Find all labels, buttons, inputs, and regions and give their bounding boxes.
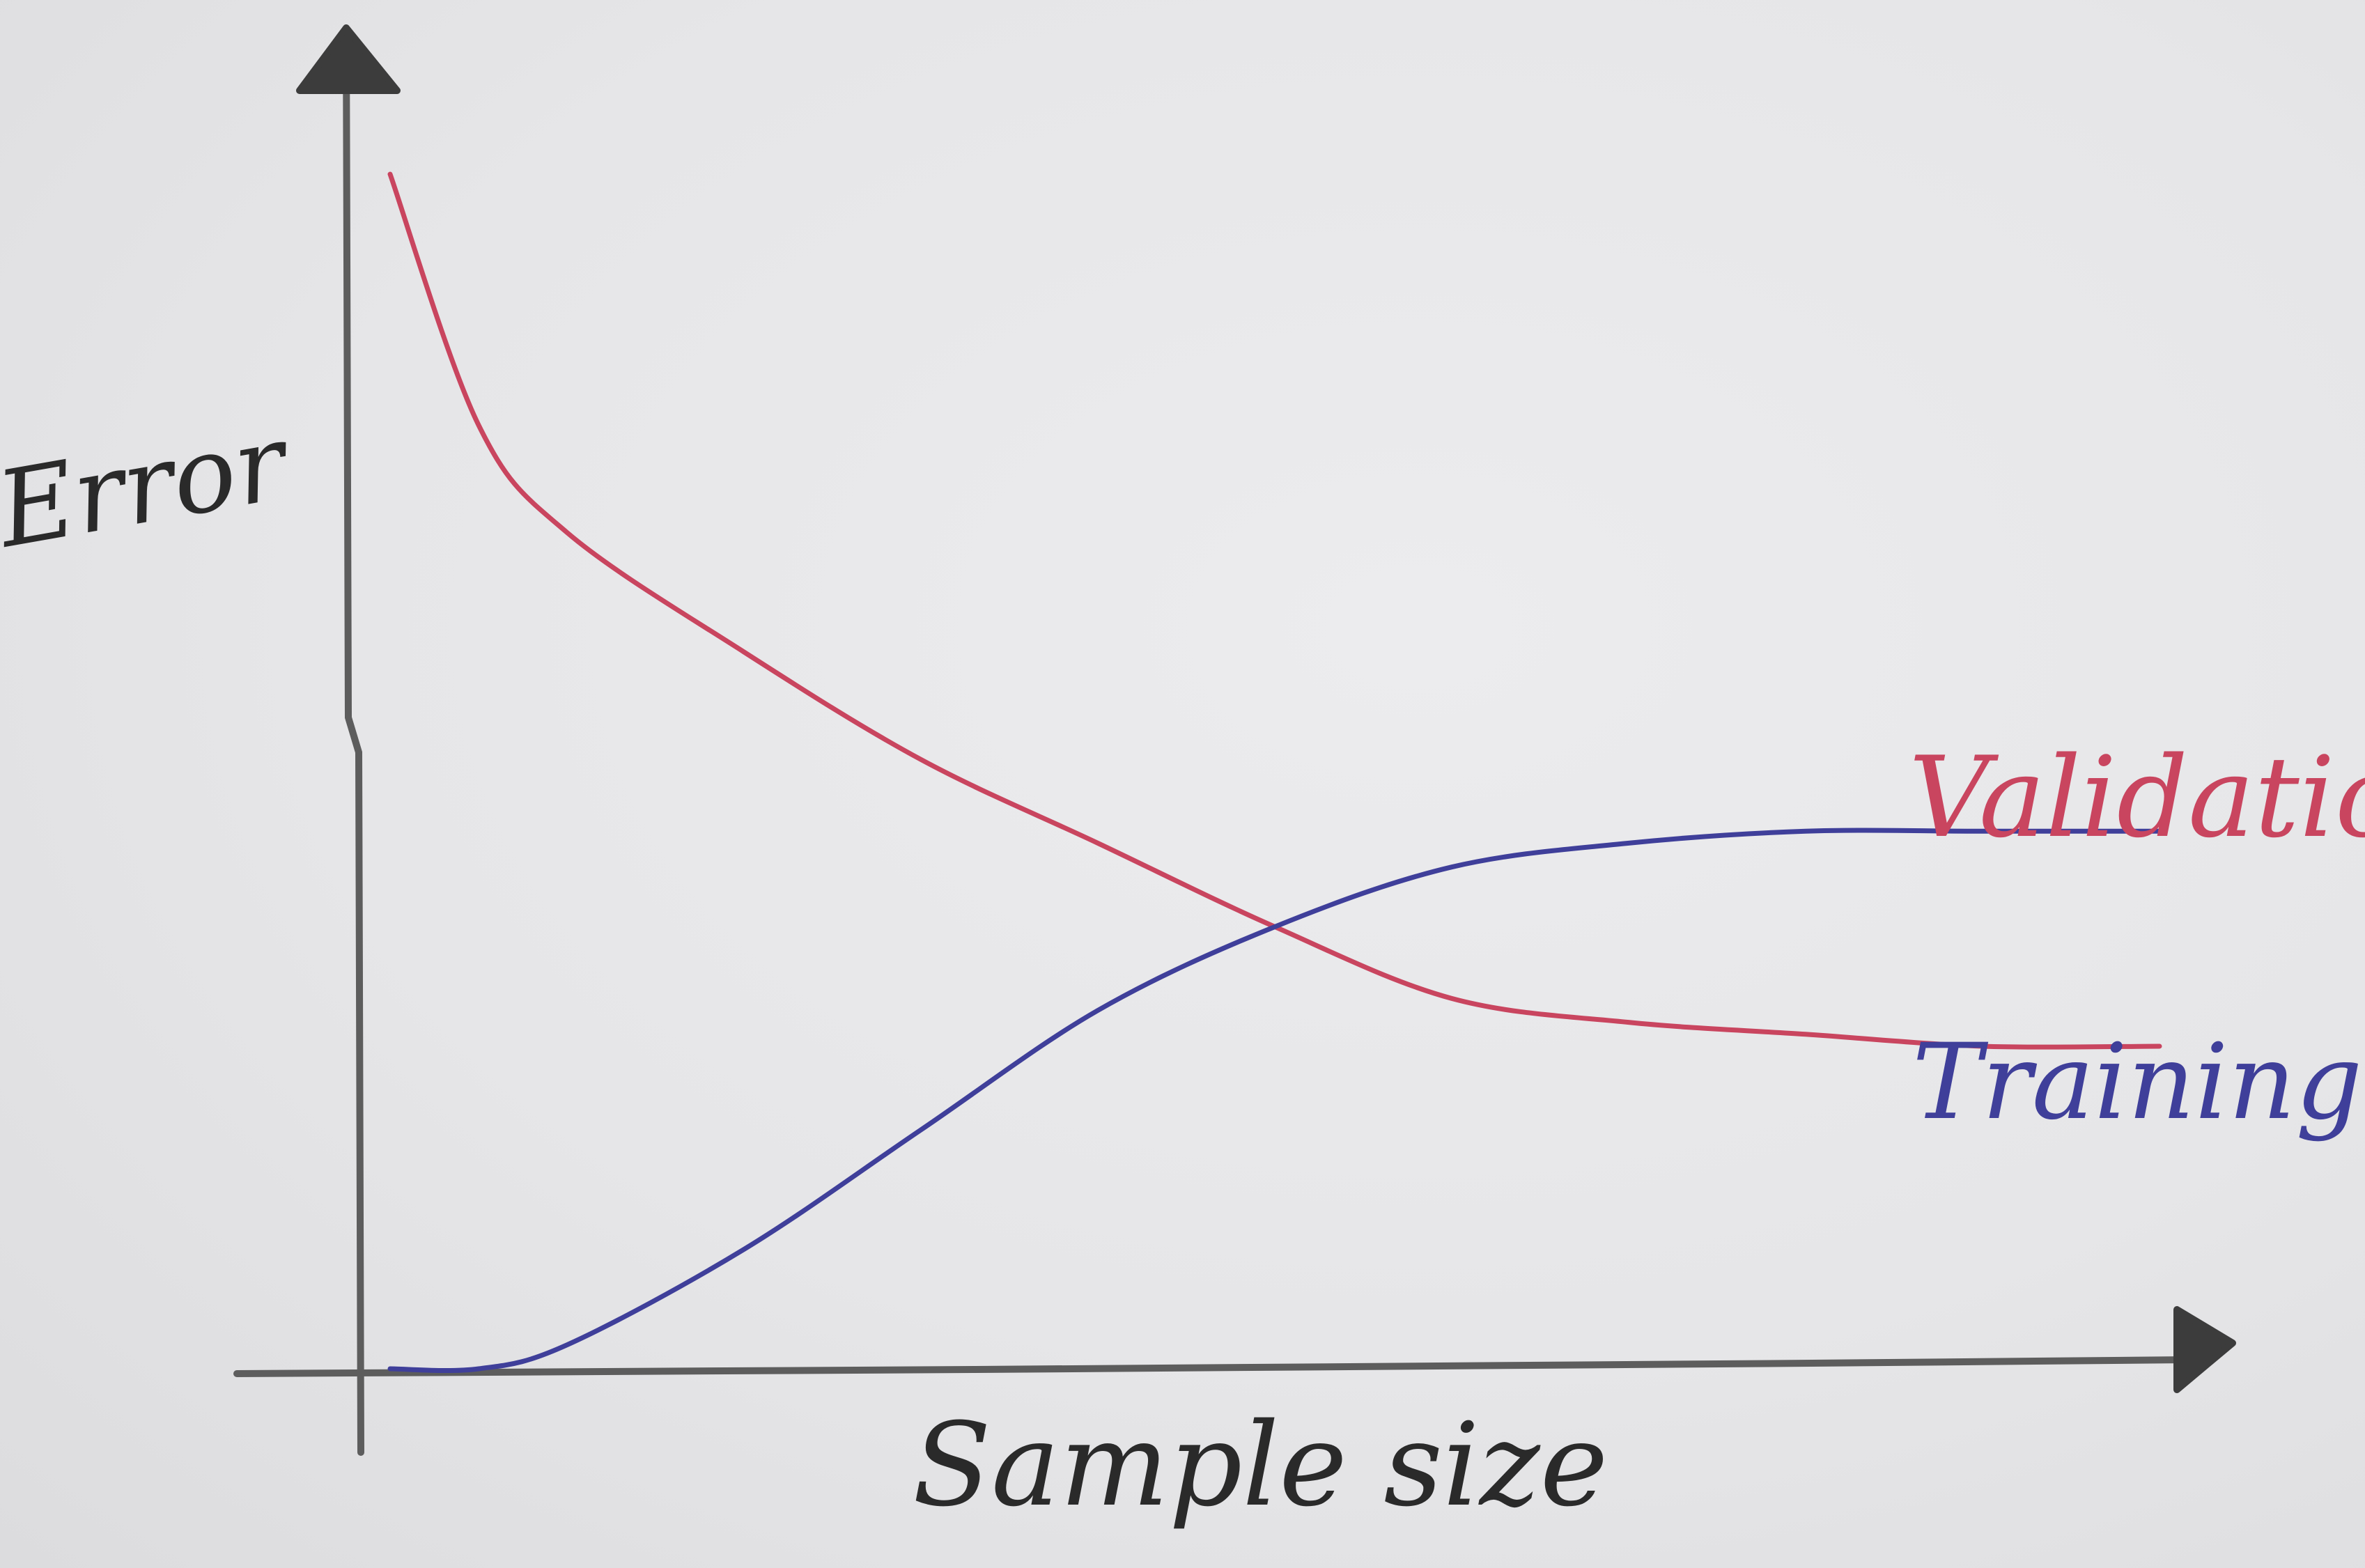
x-axis-line xyxy=(233,1356,2191,1377)
y-axis-arrow-icon xyxy=(296,24,401,94)
y-axis-line xyxy=(343,26,364,1456)
x-axis-arrow-icon xyxy=(2173,1306,2236,1393)
series-label-training: Training xyxy=(1912,1022,2362,1143)
series-layer xyxy=(387,171,2162,1374)
series-label-validation: Validation xyxy=(1909,732,2365,862)
series-line-training xyxy=(387,828,2162,1374)
axes xyxy=(233,24,2236,1456)
series-line-validation xyxy=(387,171,2162,1050)
y-axis-label: Error xyxy=(0,401,300,572)
x-axis-label: Sample size xyxy=(913,1398,1608,1532)
